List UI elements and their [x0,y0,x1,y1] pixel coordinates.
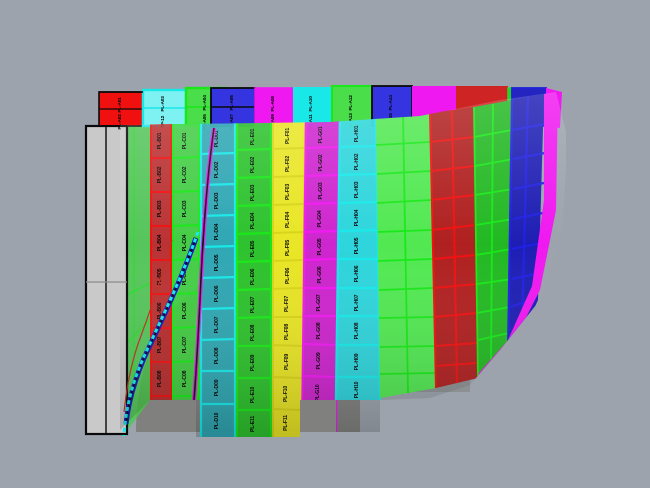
top-tile-blue-1[interactable]: PL-A06 PL-A07 [210,87,256,130]
tile-label: PL-A07 [229,114,235,130]
tile-label: PL-A04 [202,95,208,111]
tile-label: TP-12 [160,115,166,128]
tile-label: PL-A10 [308,96,314,112]
tile-label: PL-A03 [160,96,166,112]
tile-label: PL-A14 [388,95,394,111]
tile-label: PL-A08 [270,96,276,112]
top-tile-red-1[interactable]: PL-A01 PL-A02 [98,91,144,130]
tile-label: PL-A05 [202,114,208,130]
top-tile-cyan-2[interactable]: PL-A10 PL-A11 [293,87,333,130]
top-row-tiles[interactable]: PL-A01 PL-A02 PL-A03 TP-12 PL-A04 PL-A05… [98,85,562,130]
tile-label: PL-A02 [117,114,123,130]
top-tile-cyan-1[interactable]: PL-A03 TP-12 [141,88,188,128]
tile-label: PL-A06 [229,95,235,111]
tile-label: PL-A01 [117,97,123,113]
tile-label: PL-A12 [348,95,354,111]
tile-label: PL-A09 [270,114,276,130]
tile-label: PL-A11 [308,114,314,130]
